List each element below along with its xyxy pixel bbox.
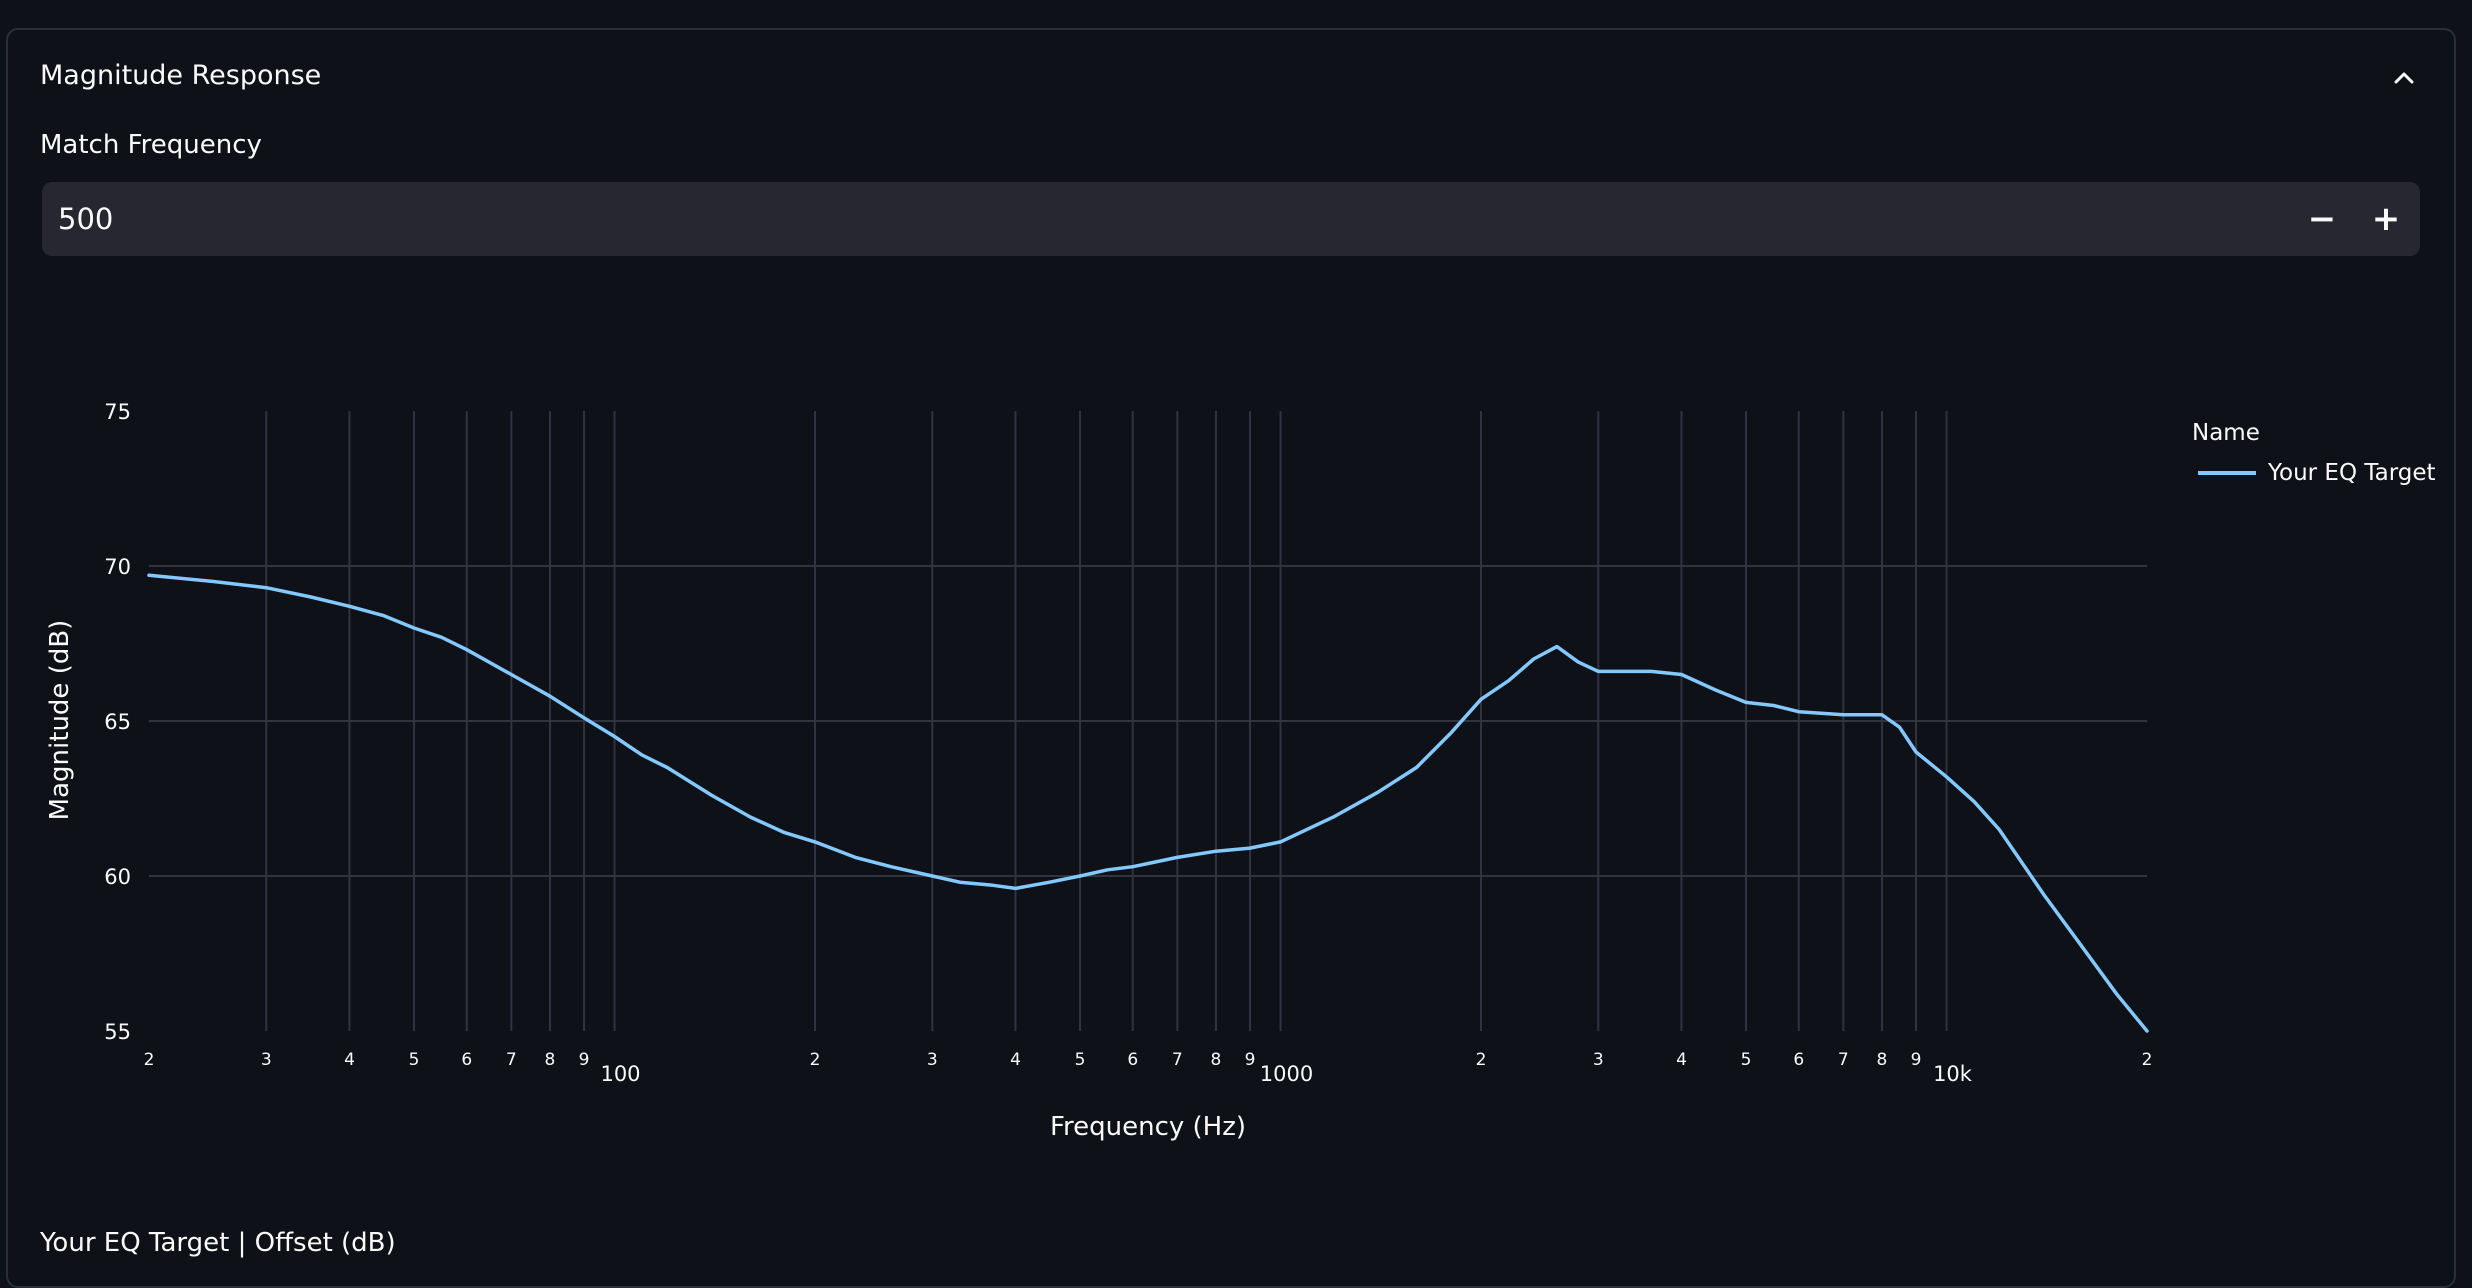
x-tick-label: 6	[461, 1050, 472, 1070]
x-tick-label: 8	[1211, 1050, 1222, 1070]
legend-label: Your EQ Target	[2268, 460, 2436, 486]
legend-title: Name	[2192, 420, 2260, 446]
x-tick-label: 5	[409, 1050, 420, 1070]
x-axis-label: Frequency (Hz)	[1050, 1112, 1246, 1142]
x-tick-label: 4	[344, 1050, 355, 1070]
expander-header[interactable]: Magnitude Response	[8, 30, 2454, 126]
x-tick-label: 4	[1676, 1050, 1687, 1070]
x-tick-label: 7	[1172, 1050, 1183, 1070]
x-tick-label: 4	[1010, 1050, 1021, 1070]
y-axis-label: Magnitude (dB)	[45, 620, 75, 821]
series-line	[147, 573, 2149, 1033]
match-frequency-input-container: − +	[42, 182, 2420, 256]
x-tick-label: 9	[1911, 1050, 1922, 1070]
x-tick-label: 1000	[1260, 1062, 1313, 1086]
legend-swatch	[2198, 471, 2256, 475]
y-tick-label: 75	[104, 400, 131, 424]
decrement-button[interactable]: −	[2307, 199, 2337, 239]
match-frequency-label: Match Frequency	[40, 130, 262, 160]
increment-button[interactable]: +	[2371, 199, 2401, 239]
y-tick-label: 65	[104, 710, 131, 734]
x-tick-label: 5	[1075, 1050, 1086, 1070]
x-tick-label: 5	[1741, 1050, 1752, 1070]
x-tick-label: 6	[1793, 1050, 1804, 1070]
y-tick-label: 55	[104, 1020, 131, 1044]
x-tick-label: 9	[1245, 1050, 1256, 1070]
x-tick-label: 3	[927, 1050, 938, 1070]
legend-item[interactable]: Your EQ Target	[2198, 458, 2436, 488]
x-tick-label: 100	[600, 1062, 640, 1086]
x-tick-label: 8	[545, 1050, 556, 1070]
offset-field-label: Your EQ Target | Offset (dB)	[40, 1228, 396, 1258]
x-tick-label: 3	[1593, 1050, 1604, 1070]
grid-layer	[149, 411, 2147, 1031]
expander-title: Magnitude Response	[40, 60, 322, 91]
x-tick-label: 2	[810, 1050, 821, 1070]
x-tick-label: 7	[506, 1050, 517, 1070]
x-tick-label: 7	[1838, 1050, 1849, 1070]
x-tick-label: 9	[579, 1050, 590, 1070]
x-tick-label: 2	[2142, 1050, 2153, 1070]
y-tick-label: 70	[104, 555, 131, 579]
x-tick-label: 8	[1877, 1050, 1888, 1070]
y-tick-label: 60	[104, 865, 131, 889]
x-tick-label: 2	[1476, 1050, 1487, 1070]
x-tick-label: 3	[261, 1050, 272, 1070]
x-tick-label: 2	[144, 1050, 155, 1070]
x-tick-label: 10k	[1933, 1062, 1973, 1086]
match-frequency-input[interactable]	[42, 182, 2242, 256]
chevron-up-icon[interactable]	[2390, 64, 2418, 92]
x-tick-label: 6	[1127, 1050, 1138, 1070]
series-layer	[147, 573, 2149, 1033]
